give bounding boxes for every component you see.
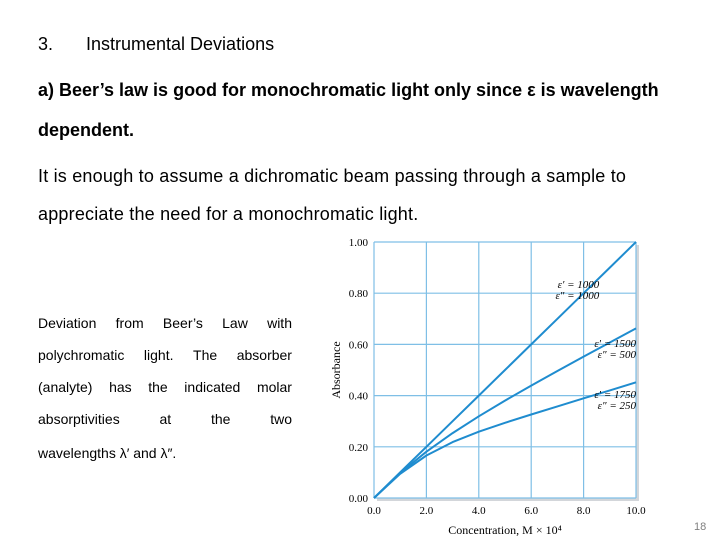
caption-word: absorber: [236, 347, 292, 363]
x-axis-label: Concentration, M × 10⁴: [448, 523, 562, 537]
caption-line-4: absorptivities at the two: [38, 411, 292, 427]
caption-line-5: wavelengths λ′ and λ″.: [38, 445, 177, 461]
absorbance-chart: 0.0 2.0 4.0 6.0 8.0 10.0 0.00 0.20 0.40 0.60 0.80 1…: [329, 237, 646, 537]
caption-word: Law: [222, 315, 248, 331]
heading-text: Instrumental Deviations: [86, 34, 275, 54]
caption-word: at: [159, 411, 172, 427]
x-tick-label: 8.0: [577, 505, 591, 517]
caption-line-1: Deviation from Beer’s Law with: [38, 315, 292, 331]
x-tick-label: 6.0: [524, 505, 538, 517]
caption-word: absorptivities: [38, 411, 120, 427]
series-annotation-3: ε′ = 1750: [594, 389, 636, 401]
caption-word: the: [148, 379, 168, 395]
caption-word: Deviation: [38, 315, 97, 331]
x-tick-label: 0.0: [367, 505, 381, 517]
caption-word: with: [267, 315, 292, 331]
point-a-line-2: dependent.: [38, 120, 135, 140]
y-tick-label: 0.20: [349, 442, 369, 454]
series-annotation-1: ε″ = 1000: [555, 290, 599, 302]
caption-word: indicated: [184, 379, 241, 395]
caption-word: light.: [143, 347, 174, 363]
series-annotation-3: ε″ = 250: [598, 400, 637, 412]
caption-word: Beer’s: [162, 315, 203, 331]
caption-line-3: (analyte) has the indicated molar: [38, 379, 292, 395]
caption-word: from: [115, 315, 144, 331]
caption-word: polychromatic: [38, 347, 125, 363]
y-tick-label: 0.60: [349, 339, 369, 351]
series-line-2: [373, 327, 637, 499]
heading-number: 3.: [38, 34, 54, 54]
point-a-line-1: a) Beer’s law is good for monochromatic …: [38, 80, 659, 100]
series-line-3: [373, 381, 637, 499]
caption-word: The: [193, 347, 218, 363]
x-tick-label: 4.0: [472, 505, 486, 517]
y-tick-label: 1.00: [349, 237, 369, 249]
y-tick-label: 0.80: [349, 288, 369, 300]
y-tick-label: 0.00: [349, 493, 369, 505]
page-number: 18: [694, 521, 707, 533]
caption-word: (analyte): [38, 379, 93, 395]
y-axis-label: Absorbance: [329, 341, 343, 398]
paragraph-line-2: appreciate the need for a monochromatic …: [38, 204, 419, 224]
paragraph-line-1: It is enough to assume a dichromatic bea…: [38, 166, 627, 186]
x-tick-label: 2.0: [420, 505, 434, 517]
series-line-1: [373, 241, 637, 499]
caption-word: has: [109, 379, 132, 395]
slide-heading: 3. Instrumental Deviations: [38, 34, 274, 55]
series-annotation-1: ε′ = 1000: [558, 279, 600, 291]
x-tick-label: 10.0: [626, 505, 646, 517]
caption-word: the: [210, 411, 231, 427]
series-annotation-2: ε′ = 1500: [594, 338, 636, 350]
caption-word: molar: [256, 379, 292, 395]
caption-word: two: [270, 411, 292, 427]
y-tick-label: 0.40: [349, 391, 369, 403]
caption-line-2: polychromatic light. The absorber: [38, 347, 292, 363]
series-annotation-2: ε″ = 500: [598, 349, 637, 361]
